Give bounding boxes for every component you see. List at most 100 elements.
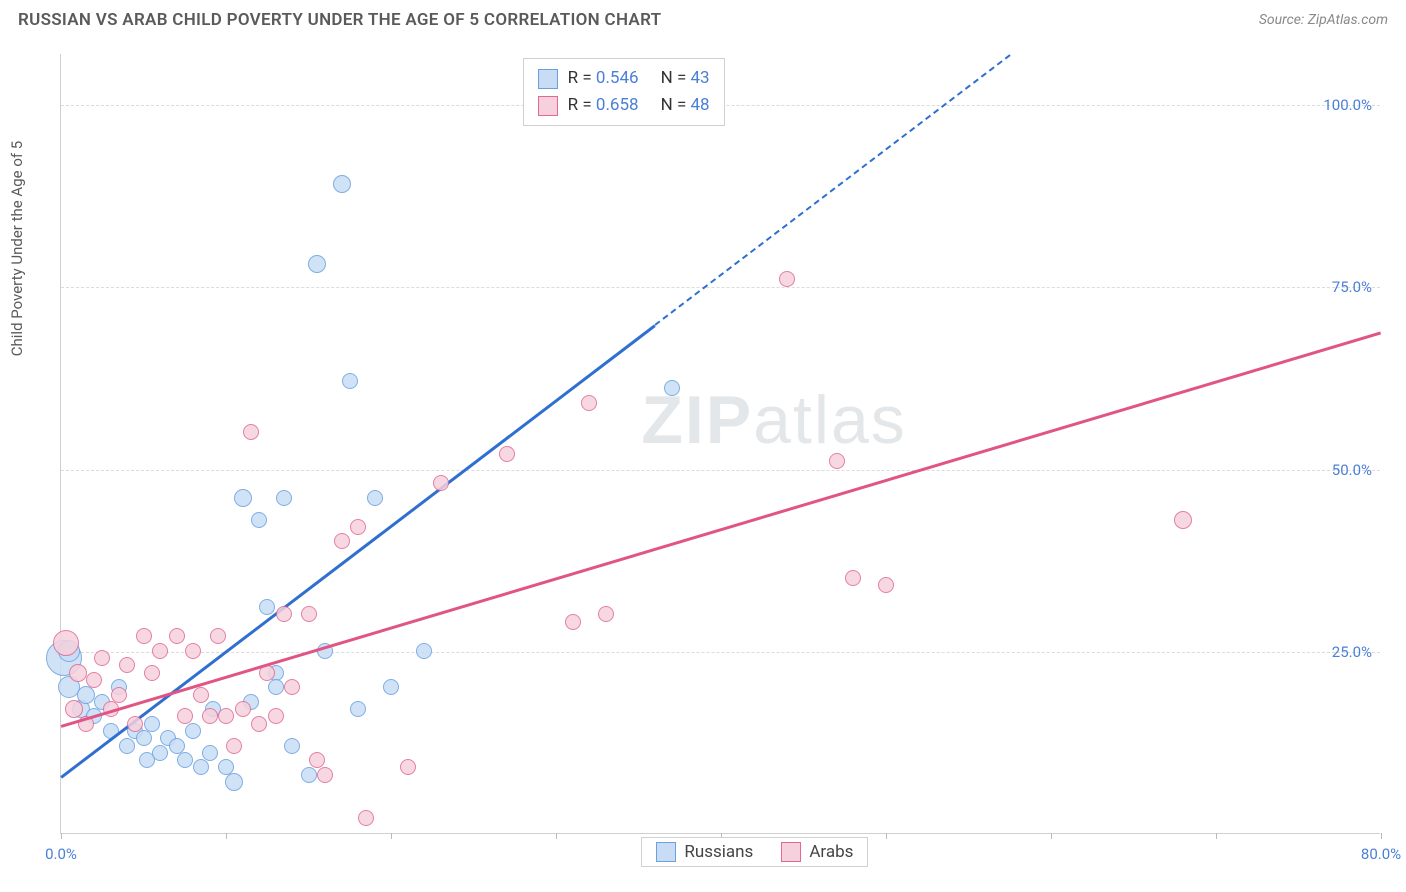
data-point	[581, 395, 597, 411]
data-point	[367, 490, 383, 506]
data-point	[433, 475, 449, 491]
data-point	[358, 810, 374, 826]
y-tick-label: 25.0%	[1332, 643, 1372, 661]
corr-n-label: N = 48	[661, 92, 710, 119]
data-point	[251, 716, 267, 732]
grid-line	[61, 652, 1380, 653]
data-point	[565, 614, 581, 630]
grid-line	[61, 287, 1380, 288]
y-tick-label: 75.0%	[1332, 278, 1372, 296]
data-point	[202, 745, 218, 761]
data-point	[152, 745, 168, 761]
data-point	[94, 650, 110, 666]
data-point	[177, 708, 193, 724]
data-point	[185, 643, 201, 659]
trend-line	[61, 331, 1382, 727]
data-point	[350, 701, 366, 717]
data-point	[334, 533, 350, 549]
data-point	[383, 679, 399, 695]
data-point	[226, 738, 242, 754]
x-tick	[61, 833, 62, 839]
data-point	[276, 490, 292, 506]
grid-line	[61, 470, 1380, 471]
data-point	[878, 577, 894, 593]
data-point	[193, 687, 209, 703]
data-point	[499, 446, 515, 462]
data-point	[185, 723, 201, 739]
data-point	[284, 738, 300, 754]
data-point	[308, 255, 326, 273]
data-point	[86, 672, 102, 688]
corr-r-label: R = 0.658	[568, 92, 639, 119]
data-point	[268, 708, 284, 724]
chart-container: Child Poverty Under the Age of 5 ZIPatla…	[18, 44, 1388, 874]
legend-swatch	[656, 842, 676, 862]
legend-label: Russians	[684, 842, 753, 862]
data-point	[317, 767, 333, 783]
data-point	[301, 606, 317, 622]
data-point	[400, 759, 416, 775]
data-point	[210, 628, 226, 644]
x-tick	[886, 833, 887, 839]
legend: Russians Arabs	[641, 837, 868, 867]
data-point	[845, 570, 861, 586]
data-point	[193, 759, 209, 775]
corr-r-label: R = 0.546	[568, 65, 639, 92]
legend-swatch	[538, 96, 558, 116]
data-point	[136, 628, 152, 644]
correlation-row: R = 0.546 N = 43	[538, 65, 710, 92]
data-point	[119, 738, 135, 754]
data-point	[301, 767, 317, 783]
legend-item: Russians	[656, 842, 753, 862]
data-point	[177, 752, 193, 768]
data-point	[284, 679, 300, 695]
data-point	[342, 373, 358, 389]
x-tick	[391, 833, 392, 839]
data-point	[598, 606, 614, 622]
legend-item: Arabs	[781, 842, 853, 862]
y-tick-label: 50.0%	[1332, 461, 1372, 479]
data-point	[251, 512, 267, 528]
corr-n-label: N = 43	[661, 65, 710, 92]
x-tick-label: 0.0%	[45, 845, 77, 863]
chart-title: RUSSIAN VS ARAB CHILD POVERTY UNDER THE …	[18, 10, 661, 30]
watermark: ZIPatlas	[641, 381, 906, 459]
data-point	[119, 657, 135, 673]
data-point	[169, 738, 185, 754]
data-point	[235, 701, 251, 717]
x-tick	[1216, 833, 1217, 839]
data-point	[225, 773, 243, 791]
plot-area: ZIPatlas 25.0%50.0%75.0%100.0%0.0%80.0%R…	[60, 54, 1380, 834]
data-point	[127, 716, 143, 732]
x-tick	[556, 833, 557, 839]
legend-swatch	[781, 842, 801, 862]
data-point	[779, 271, 795, 287]
data-point	[1174, 511, 1192, 529]
legend-swatch	[538, 69, 558, 89]
x-tick	[1381, 833, 1382, 839]
correlation-row: R = 0.658 N = 48	[538, 92, 710, 119]
correlation-box: R = 0.546 N = 43 R = 0.658 N = 48	[523, 58, 725, 126]
data-point	[218, 708, 234, 724]
source-attribution: Source: ZipAtlas.com	[1259, 12, 1388, 28]
data-point	[144, 665, 160, 681]
data-point	[829, 453, 845, 469]
data-point	[53, 630, 79, 656]
y-tick-label: 100.0%	[1323, 96, 1372, 114]
x-tick-label: 80.0%	[1361, 845, 1401, 863]
data-point	[144, 716, 160, 732]
data-point	[152, 643, 168, 659]
data-point	[243, 424, 259, 440]
data-point	[111, 687, 127, 703]
data-point	[268, 679, 284, 695]
data-point	[309, 752, 325, 768]
data-point	[234, 489, 252, 507]
data-point	[65, 700, 83, 718]
x-tick	[226, 833, 227, 839]
data-point	[202, 708, 218, 724]
x-tick	[1051, 833, 1052, 839]
legend-label: Arabs	[809, 842, 853, 862]
data-point	[350, 519, 366, 535]
data-point	[416, 643, 432, 659]
data-point	[169, 628, 185, 644]
